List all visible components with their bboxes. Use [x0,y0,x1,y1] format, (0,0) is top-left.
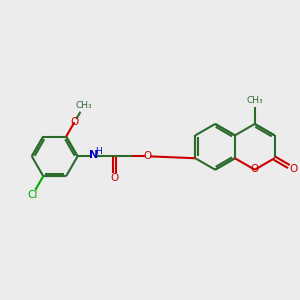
Text: O: O [70,117,79,127]
Text: O: O [290,164,298,174]
Text: Cl: Cl [27,190,38,200]
Text: O: O [250,164,259,174]
Text: CH₃: CH₃ [76,101,92,110]
Text: O: O [143,152,152,161]
Text: H: H [95,147,102,156]
Text: CH₃: CH₃ [246,96,263,105]
Text: N: N [89,150,99,161]
Text: O: O [110,173,118,183]
